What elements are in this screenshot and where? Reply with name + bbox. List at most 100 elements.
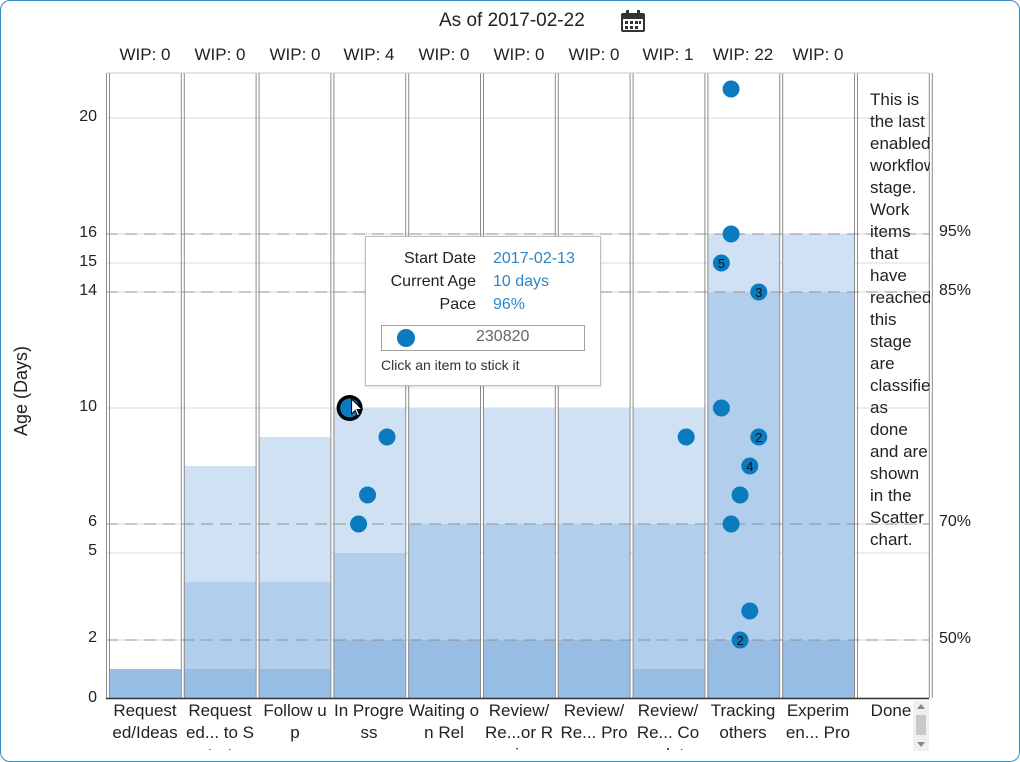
pace-band — [707, 524, 780, 640]
done-stage-note: This is the last enabled workflow stage.… — [870, 90, 930, 549]
pace-band — [408, 408, 480, 524]
data-point — [741, 602, 759, 620]
category-label: Follow u p — [263, 701, 327, 742]
calendar-icon[interactable] — [620, 9, 646, 38]
data-point — [350, 515, 368, 533]
pace-band — [707, 640, 780, 698]
wip-label: WIP: 0 — [568, 45, 620, 64]
percentile-label: 50% — [939, 630, 972, 647]
pace-band — [782, 640, 854, 698]
point-count-label: 2 — [755, 430, 762, 445]
y-tick-label: 5 — [88, 542, 97, 559]
data-point — [731, 486, 749, 504]
category-label: Done — [870, 701, 912, 720]
pace-band — [333, 640, 406, 698]
point-count-label: 2 — [736, 633, 743, 648]
wip-label: WIP: 0 — [119, 45, 171, 64]
wip-label: WIP: 4 — [343, 45, 395, 64]
pace-value: 96% — [493, 296, 526, 313]
y-tick-label: 14 — [79, 282, 97, 299]
start-date-value: 2017-02-13 — [493, 250, 575, 267]
pace-band — [483, 524, 555, 640]
y-axis-label: Age (Days) — [11, 345, 31, 436]
pace-band — [782, 292, 854, 524]
mouse-cursor-icon — [351, 397, 364, 417]
pace-band — [557, 408, 630, 524]
current-age-label: Current Age — [390, 273, 476, 290]
pace-band — [557, 524, 630, 640]
data-point — [712, 254, 730, 272]
y-tick-label: 10 — [79, 398, 97, 415]
pace-band — [408, 524, 480, 640]
wip-label: WIP: 0 — [269, 45, 321, 64]
data-point — [359, 486, 377, 504]
pace-band — [183, 582, 256, 669]
wip-label: WIP: 0 — [194, 45, 246, 64]
y-tick-label: 20 — [79, 108, 97, 125]
point-count-label: 5 — [718, 256, 725, 271]
chart-title: As of 2017-02-22 — [439, 10, 585, 31]
point-count-label: 4 — [746, 459, 753, 474]
y-tick-label: 16 — [79, 224, 97, 241]
pace-band — [258, 582, 331, 669]
scroll-down-icon[interactable] — [917, 742, 925, 747]
category-label: In Progre ss — [334, 701, 404, 742]
tooltip-hint: Click an item to stick it — [381, 357, 520, 373]
category-label: Review/ Re... Co mplete — [636, 701, 700, 750]
pace-band — [782, 234, 854, 292]
percentile-label: 95% — [939, 223, 972, 240]
category-scrollbar[interactable] — [913, 701, 929, 751]
work-item-dot-icon — [397, 329, 415, 347]
data-point — [722, 225, 740, 243]
data-point — [722, 80, 740, 98]
pace-band — [483, 640, 555, 698]
pace-band — [782, 524, 854, 640]
pace-band — [183, 669, 256, 698]
pace-band — [483, 408, 555, 524]
point-count-label: 3 — [755, 285, 762, 300]
wip-label: WIP: 0 — [493, 45, 545, 64]
pace-band — [333, 408, 406, 553]
wip-label: WIP: 22 — [712, 45, 774, 64]
y-tick-label: 15 — [79, 253, 97, 270]
wip-label: WIP: 0 — [418, 45, 470, 64]
current-age-value: 10 days — [493, 273, 550, 290]
pace-band — [258, 669, 331, 698]
data-point — [378, 428, 396, 446]
wip-label: WIP: 1 — [642, 45, 694, 64]
pace-band — [632, 408, 705, 524]
data-point — [750, 283, 768, 301]
work-item-card[interactable]: 230820 — [381, 325, 585, 351]
pace-band — [632, 669, 705, 698]
wip-label: WIP: 0 — [792, 45, 844, 64]
work-item-id: 230820 — [476, 328, 530, 345]
category-label: Request ed/Ideas — [112, 701, 178, 742]
scroll-thumb[interactable] — [916, 715, 926, 735]
y-tick-label: 2 — [88, 629, 97, 646]
start-date-label: Start Date — [403, 250, 476, 267]
y-tick-label: 6 — [88, 513, 97, 530]
y-tick-label: 0 — [88, 689, 97, 706]
percentile-label: 70% — [939, 513, 972, 530]
pace-label: Pace — [439, 296, 476, 313]
category-label: Review/ Re...or R eview — [484, 701, 554, 750]
category-label: Tracking others — [710, 701, 776, 742]
pace-band — [557, 640, 630, 698]
category-label: Waiting on Rel — [408, 701, 480, 742]
percentile-label: 85% — [939, 282, 972, 299]
pace-band — [109, 669, 181, 698]
item-tooltip: Start Date 2017-02-13 Current Age 10 day… — [365, 236, 601, 386]
pace-band — [632, 524, 705, 669]
data-point — [677, 428, 695, 446]
category-label: Request ed... to S tart — [185, 701, 255, 750]
data-point — [712, 399, 730, 417]
pace-band — [333, 553, 406, 640]
data-point — [722, 515, 740, 533]
data-point — [741, 457, 759, 475]
pace-band — [408, 640, 480, 698]
scroll-up-icon[interactable] — [917, 704, 925, 709]
